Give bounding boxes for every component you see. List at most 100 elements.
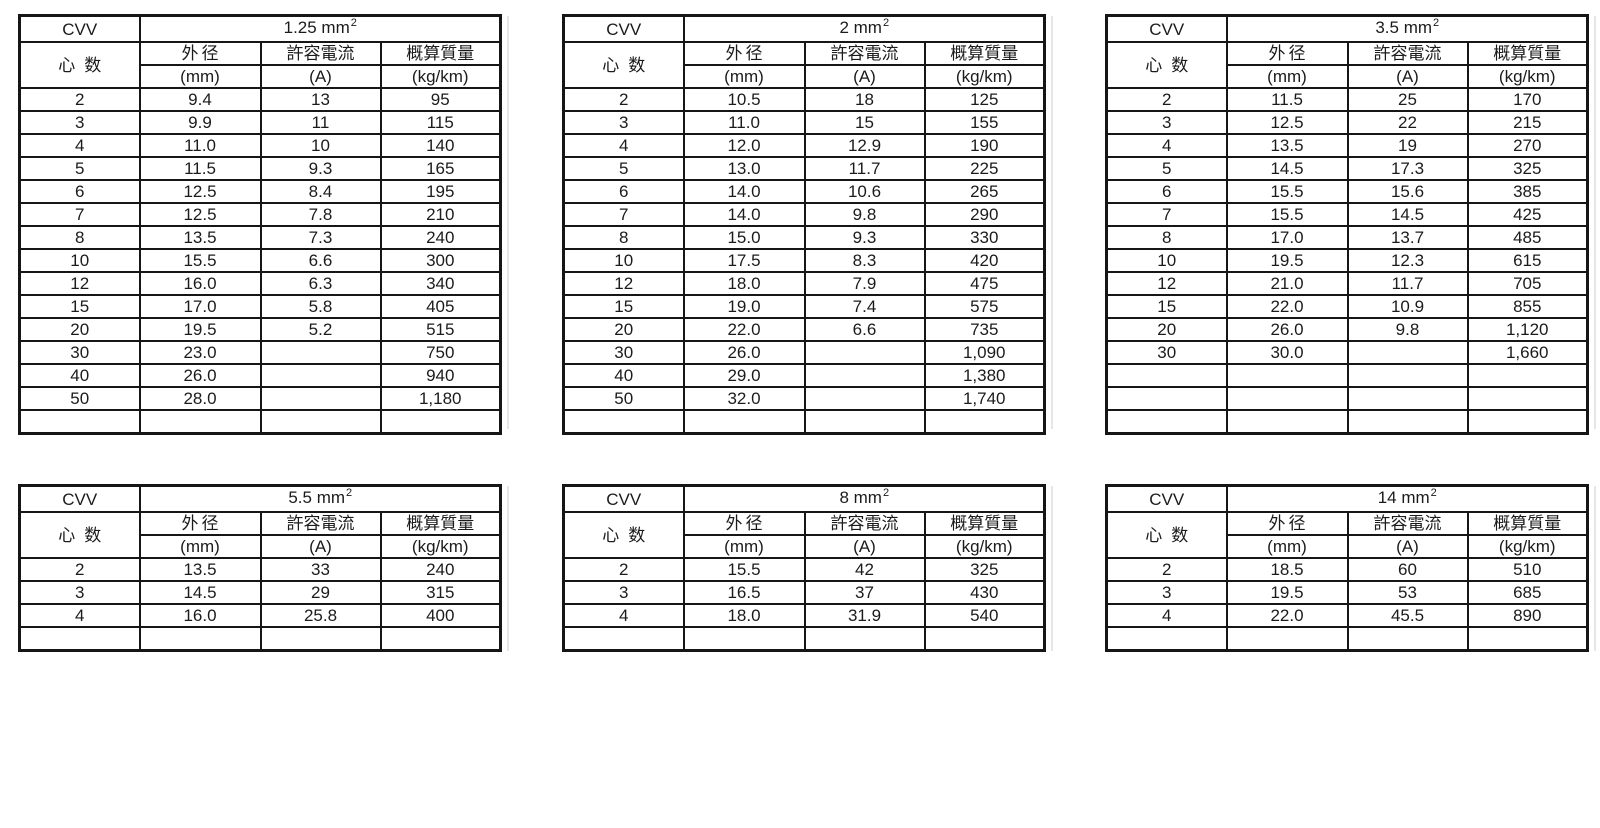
- size-label: 14 mm: [1377, 488, 1430, 507]
- table-row: 2 9.4 13 95: [18, 87, 502, 112]
- core-count-header: 心数: [18, 511, 141, 559]
- unit-row: (mm) (A) (kg/km): [1107, 534, 1589, 559]
- mass-cell: 190: [923, 133, 1046, 158]
- mass-cell: 940: [379, 363, 502, 388]
- empty-cell: [1346, 626, 1469, 652]
- outer-diameter-cell: 13.5: [1225, 133, 1349, 158]
- table-row: 4 18.0 31.9 540: [562, 603, 1046, 628]
- conductor-size-cell: 14 mm2: [1225, 484, 1589, 513]
- table-row: 10 15.5 6.6 300: [18, 248, 502, 273]
- current-cell: 53: [1346, 580, 1469, 605]
- current-cell: 25.8: [259, 603, 382, 628]
- outer-diameter-cell: 19.5: [1225, 248, 1349, 273]
- table-row: 3 19.5 53 685: [1105, 580, 1589, 605]
- size-exponent: 2: [1430, 487, 1437, 499]
- allowable-current-header: 許容電流: [259, 511, 382, 536]
- outer-diameter-cell: 13.5: [138, 225, 262, 250]
- conductor-size-cell: 5.5 mm2: [138, 484, 502, 513]
- outer-diameter-cell: 18.0: [682, 271, 806, 296]
- current-cell: 7.4: [803, 294, 926, 319]
- cable-spec-table: CVV 1.25 mm2 心数 外径 許容電流 概算質量 (mm) (A) (k…: [18, 14, 509, 435]
- cores-cell: 8: [562, 225, 685, 250]
- outer-diameter-cell: 29.0: [682, 363, 806, 388]
- table-row: 4 16.0 25.8 400: [18, 603, 502, 628]
- table-row: 6 14.0 10.6 265: [562, 179, 1046, 204]
- empty-row: [562, 409, 1046, 435]
- mass-cell: 265: [923, 179, 1046, 204]
- spec-table-body: CVV 5.5 mm2 心数 外径 許容電流 概算質量 (mm) (A) (kg…: [18, 484, 502, 652]
- current-cell: 5.2: [259, 317, 382, 342]
- outer-diameter-cell: 28.0: [138, 386, 262, 411]
- current-cell: 6.3: [259, 271, 382, 296]
- mass-cell: 510: [1466, 557, 1589, 582]
- empty-row: [1105, 363, 1589, 388]
- unit-row: (mm) (A) (kg/km): [20, 534, 502, 559]
- outer-diameter-unit: (mm): [682, 64, 806, 89]
- mass-cell: 155: [923, 110, 1046, 135]
- cores-cell: 4: [562, 133, 685, 158]
- cores-cell: 20: [1105, 317, 1228, 342]
- current-cell: 8.3: [803, 248, 926, 273]
- cores-cell: 8: [1105, 225, 1228, 250]
- current-cell: 14.5: [1346, 202, 1469, 227]
- outer-diameter-unit: (mm): [1225, 534, 1349, 559]
- core-count-header: 心数: [1105, 41, 1228, 89]
- outer-diameter-unit: (mm): [138, 534, 262, 559]
- spec-table: CVV 14 mm2 心数 外径 許容電流 概算質量 (mm) (A) (kg/…: [1105, 484, 1589, 652]
- current-cell: 10: [259, 133, 382, 158]
- column-title-row: 心数 外径 許容電流 概算質量: [1105, 511, 1589, 559]
- scan-artifact-line: [1594, 16, 1596, 429]
- current-cell: 7.3: [259, 225, 382, 250]
- outer-diameter-cell: 17.5: [682, 248, 806, 273]
- approx-mass-header: 概算質量: [1466, 41, 1589, 66]
- size-exponent: 2: [350, 17, 357, 29]
- mass-cell: 430: [923, 580, 1046, 605]
- outer-diameter-cell: 22.0: [1225, 294, 1349, 319]
- empty-cell: [379, 409, 502, 435]
- cores-cell: 50: [18, 386, 141, 411]
- allowable-current-unit: (A): [1346, 64, 1469, 89]
- empty-cell: [1466, 386, 1589, 411]
- table-row: 40 29.0 1,380: [562, 363, 1046, 388]
- current-cell: 31.9: [803, 603, 926, 628]
- mass-cell: 95: [379, 87, 502, 112]
- outer-diameter-cell: 16.5: [682, 580, 806, 605]
- outer-diameter-cell: 30.0: [1225, 340, 1349, 365]
- current-cell: 60: [1346, 557, 1469, 582]
- approx-mass-header: 概算質量: [923, 511, 1046, 536]
- outer-diameter-unit: (mm): [682, 534, 806, 559]
- table-row: 2 10.5 18 125: [562, 87, 1046, 112]
- table-row: 2 11.5 25 170: [1105, 87, 1589, 112]
- outer-diameter-cell: 17.0: [1225, 225, 1349, 250]
- cores-cell: 2: [1105, 87, 1228, 112]
- cores-cell: 3: [562, 580, 685, 605]
- cores-cell: 7: [18, 202, 141, 227]
- core-count-header: 心数: [562, 41, 685, 89]
- mass-cell: 420: [923, 248, 1046, 273]
- allowable-current-unit: (A): [1346, 534, 1469, 559]
- outer-diameter-header: 外径: [682, 511, 806, 536]
- outer-diameter-cell: 19.5: [138, 317, 262, 342]
- table-row: 12 16.0 6.3 340: [18, 271, 502, 296]
- table-row: 20 26.0 9.8 1,120: [1105, 317, 1589, 342]
- table-row: 4 11.0 10 140: [18, 133, 502, 158]
- table-row: 7 15.5 14.5 425: [1105, 202, 1589, 227]
- outer-diameter-cell: 32.0: [682, 386, 806, 411]
- mass-cell: 1,180: [379, 386, 502, 411]
- mass-cell: 425: [1466, 202, 1589, 227]
- empty-cell: [1346, 386, 1469, 411]
- cores-cell: 30: [1105, 340, 1228, 365]
- table-row: 3 14.5 29 315: [18, 580, 502, 605]
- unit-row: (mm) (A) (kg/km): [20, 64, 502, 89]
- mass-cell: 270: [1466, 133, 1589, 158]
- empty-cell: [1225, 626, 1349, 652]
- empty-row: [1105, 626, 1589, 652]
- outer-diameter-cell: 18.0: [682, 603, 806, 628]
- table-row: 7 14.0 9.8 290: [562, 202, 1046, 227]
- empty-cell: [138, 626, 262, 652]
- allowable-current-header: 許容電流: [1346, 511, 1469, 536]
- current-cell: 15: [803, 110, 926, 135]
- cores-cell: 5: [562, 156, 685, 181]
- mass-cell: 705: [1466, 271, 1589, 296]
- spec-table: CVV 5.5 mm2 心数 外径 許容電流 概算質量 (mm) (A) (kg…: [18, 484, 502, 652]
